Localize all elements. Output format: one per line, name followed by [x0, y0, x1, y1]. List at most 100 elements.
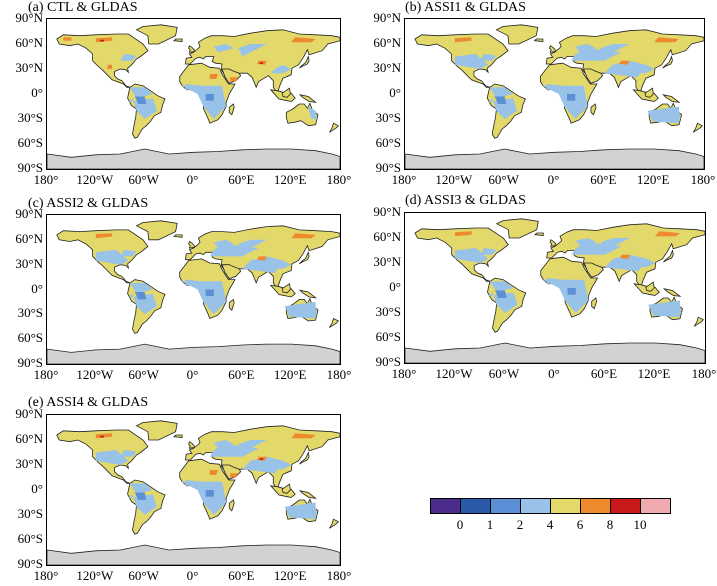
lat-label: 30°S	[17, 110, 43, 125]
lon-label: 180°	[33, 568, 59, 583]
wet-core	[134, 492, 147, 500]
high-region	[655, 231, 680, 237]
land-japan	[299, 250, 310, 265]
land-japan	[299, 451, 310, 465]
world-map	[47, 220, 340, 364]
wet-region	[488, 98, 518, 119]
land-newguinea	[298, 94, 317, 103]
lon-label: 60°W	[488, 172, 519, 187]
wet-region	[128, 494, 157, 515]
land-borneo	[644, 87, 654, 98]
lat-label: 30°S	[17, 506, 43, 521]
lon-label: 120°E	[273, 568, 307, 583]
wet-core	[567, 288, 576, 295]
wet-region	[575, 44, 596, 53]
wet-core	[134, 292, 147, 300]
world-map	[47, 420, 340, 565]
lon-label: 120°W	[435, 366, 473, 381]
lat-label: 0°	[31, 85, 43, 100]
map-frame	[404, 212, 706, 364]
wet-region	[479, 54, 497, 61]
wet-region	[542, 279, 589, 313]
max-region	[259, 62, 264, 64]
wet-region	[454, 54, 489, 69]
lat-label: 90°S	[375, 160, 401, 175]
panel-title: (e) ASSI4 & GLDAS	[28, 395, 149, 410]
land-iceland	[173, 434, 183, 438]
land-iceland	[173, 234, 183, 238]
wet-region	[120, 54, 137, 61]
map-frame	[404, 18, 705, 170]
wet-region	[181, 85, 227, 119]
lon-label: 60°W	[488, 366, 520, 381]
colorbar-label: 6	[576, 517, 584, 532]
colorbar-swatch	[610, 498, 641, 514]
land-greenland	[135, 220, 178, 241]
wet-region	[480, 248, 497, 255]
wet-core	[494, 96, 507, 104]
land-newguinea	[662, 94, 681, 103]
high-region	[654, 37, 680, 43]
wet-region	[238, 44, 267, 57]
lon-label: 120°E	[273, 172, 307, 187]
land-newguinea	[298, 289, 317, 299]
lon-label: 60°E	[228, 568, 255, 583]
colorbar-label: 1	[486, 517, 494, 532]
wet-region	[455, 248, 489, 263]
land-greenland	[135, 24, 178, 45]
land-antarctica	[405, 342, 705, 363]
panel-title: (d) ASSI3 & GLDAS	[405, 193, 526, 208]
world-map	[47, 24, 340, 169]
wet-core	[495, 290, 507, 298]
max-region	[259, 458, 264, 460]
high-region	[230, 77, 239, 82]
map-frame	[46, 18, 341, 170]
world-map	[405, 24, 704, 169]
land-antarctica	[405, 148, 704, 169]
land-japan	[662, 55, 673, 69]
high-region	[230, 473, 239, 478]
high-region	[291, 233, 316, 239]
wet-region	[128, 98, 157, 119]
lon-label: 120°E	[273, 367, 307, 382]
land-iceland	[173, 38, 183, 42]
land-iceland	[533, 38, 544, 42]
land-greenland	[135, 420, 178, 441]
land-arabia	[583, 68, 604, 84]
wet-region	[128, 293, 157, 315]
wet-region	[284, 502, 316, 520]
wet-core	[205, 94, 214, 101]
lat-label: 30°N	[15, 255, 43, 271]
wet-region	[120, 450, 137, 457]
map-frame	[46, 214, 341, 365]
lon-label: 60°E	[228, 172, 255, 187]
high-region	[291, 37, 316, 43]
lat-label: 90°S	[17, 355, 43, 370]
wet-region	[575, 238, 597, 247]
lat-label: 90°N	[15, 406, 43, 421]
lon-label: 180°	[691, 366, 717, 381]
wet-region	[307, 106, 318, 119]
lon-label: 60°W	[128, 367, 159, 382]
wet-region	[242, 456, 283, 474]
lat-label: 60°N	[373, 35, 401, 50]
land-northAmerica	[56, 33, 149, 88]
lat-label: 60°S	[17, 531, 43, 546]
lon-label: 60°E	[590, 172, 617, 187]
lat-label: 90°N	[15, 206, 43, 221]
wet-region	[120, 249, 137, 257]
colorbar-swatch	[520, 498, 551, 514]
max-region	[99, 39, 104, 42]
lon-label: 120°W	[76, 172, 114, 187]
lat-label: 90°S	[17, 556, 43, 571]
land-borneo	[281, 483, 291, 494]
wet-region	[242, 256, 283, 273]
wet-core	[205, 490, 214, 497]
lat-label: 30°N	[15, 60, 43, 75]
lat-label: 60°N	[15, 431, 43, 446]
panel-title: (b) ASSI1 & GLDAS	[405, 0, 526, 15]
wet-region	[571, 242, 622, 255]
lat-label: 30°S	[375, 304, 401, 319]
land-japan	[663, 249, 674, 263]
lat-label: 90°S	[17, 160, 43, 175]
